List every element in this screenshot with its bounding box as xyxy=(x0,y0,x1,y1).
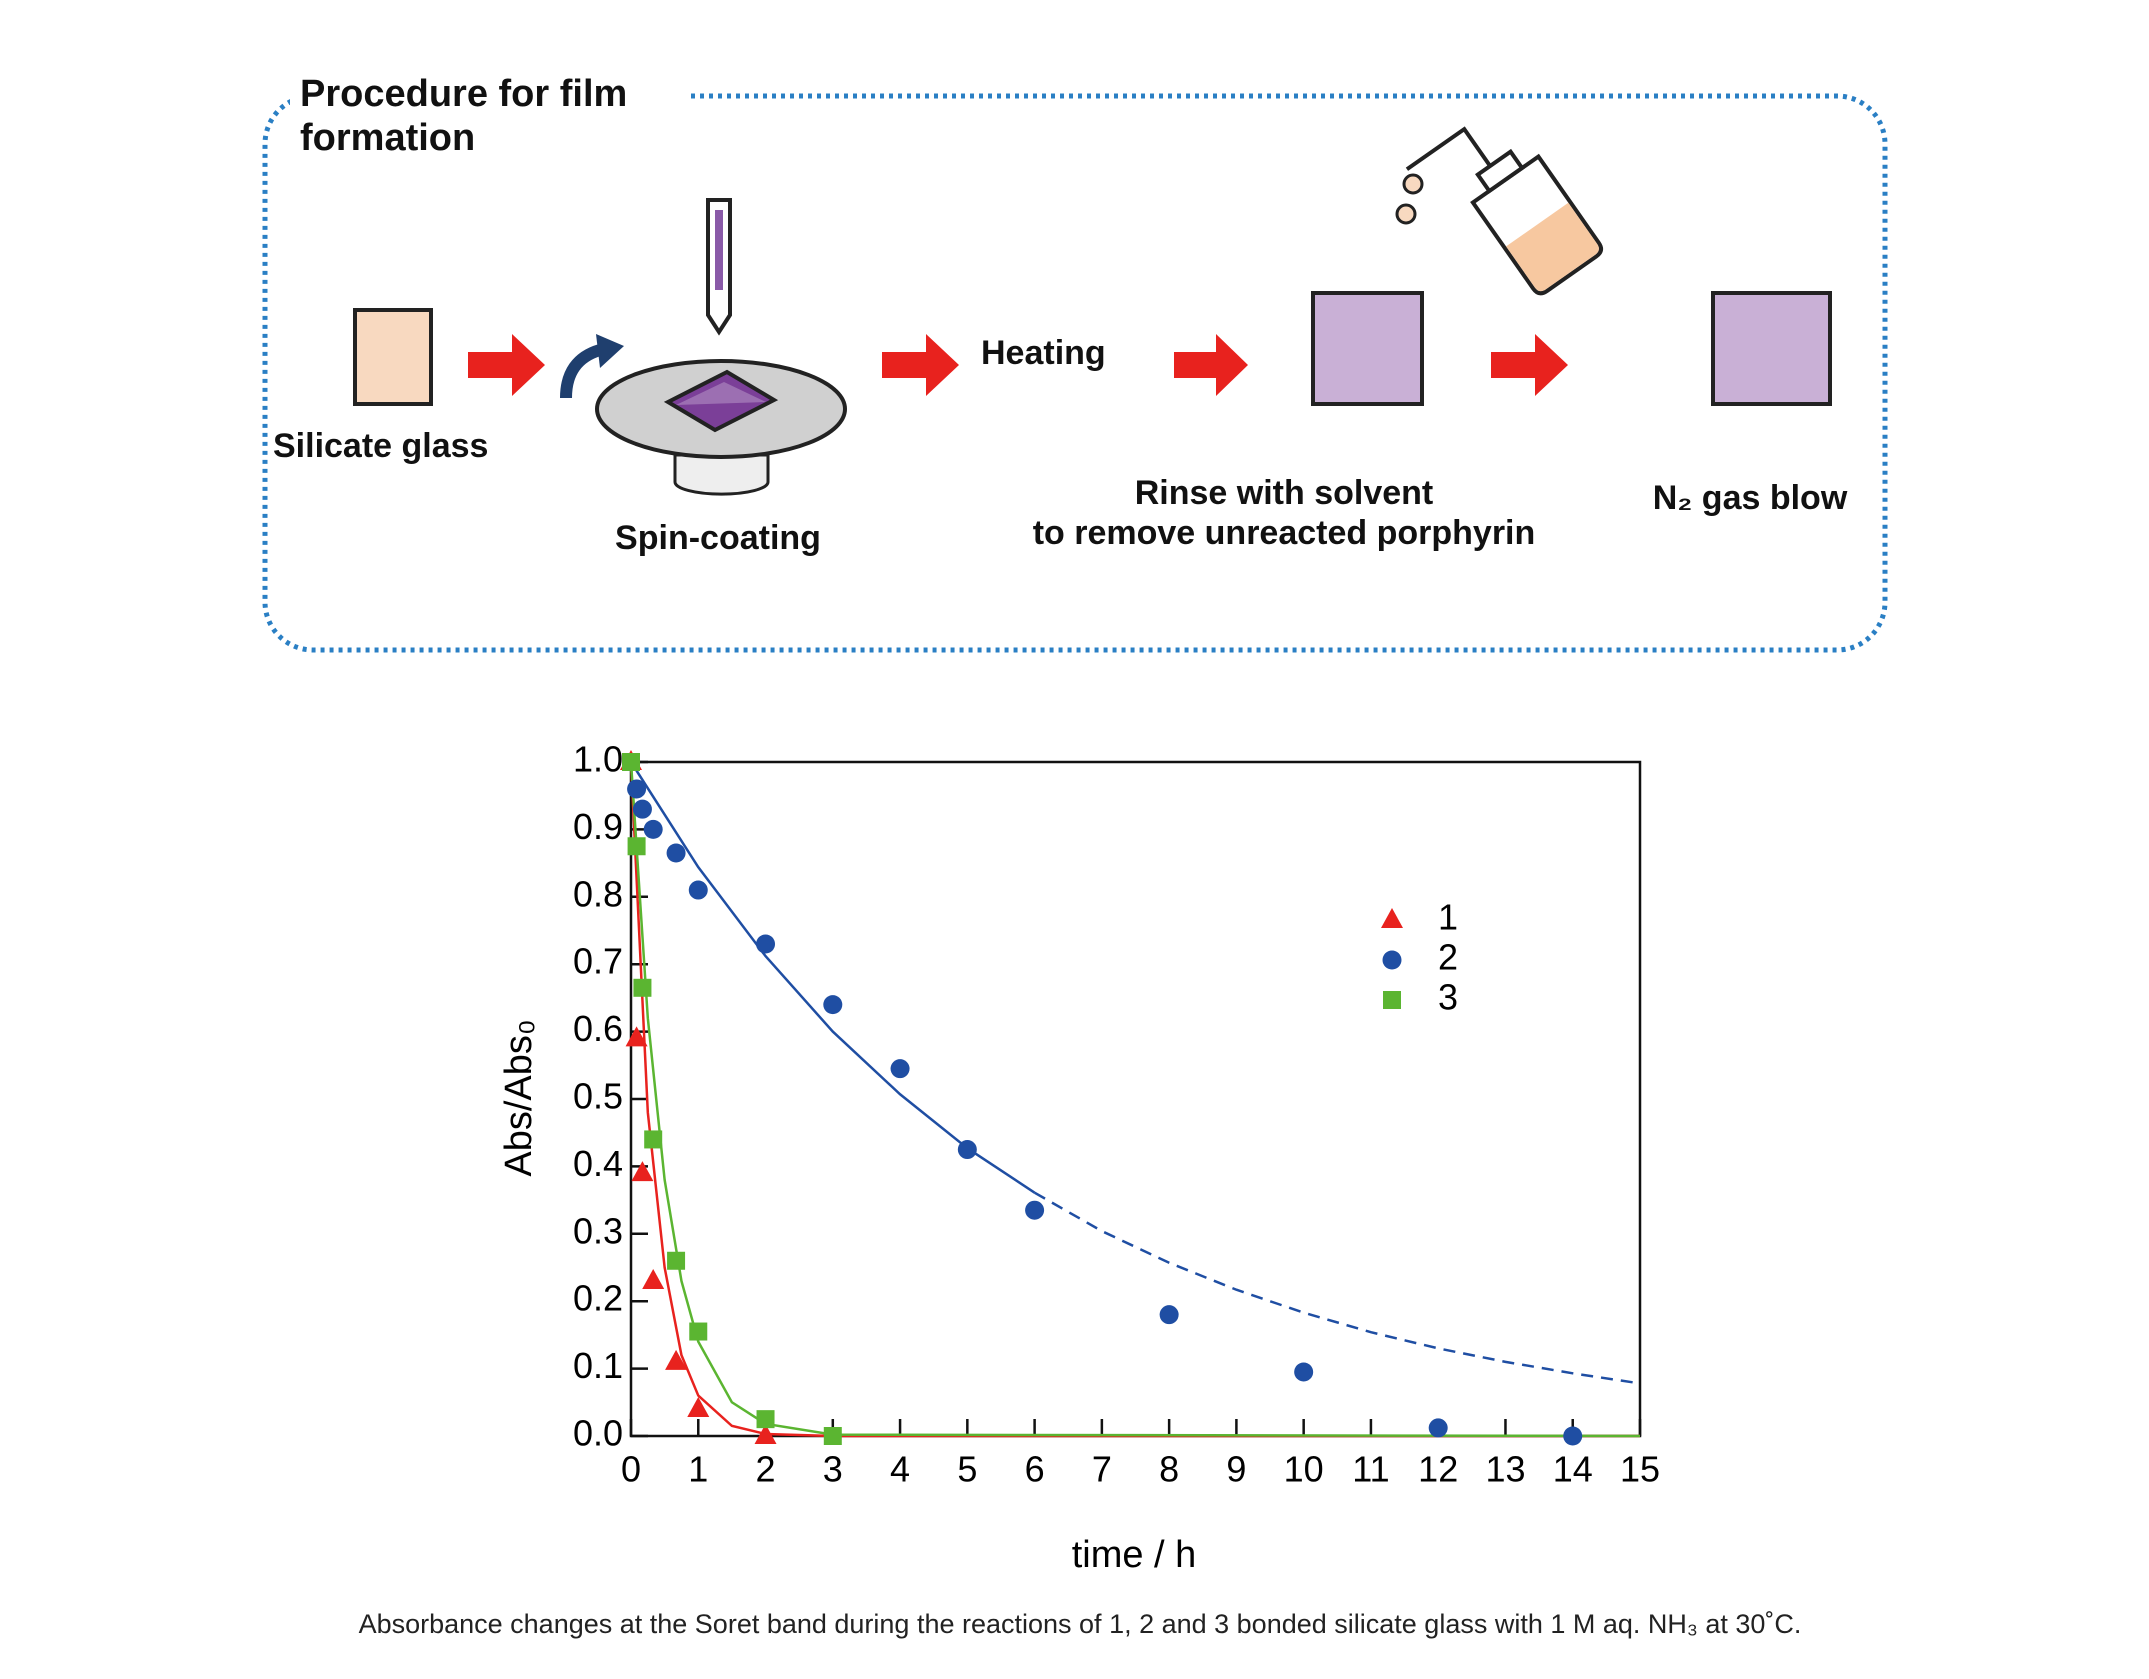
step-label: N₂ gas blow xyxy=(1653,479,1848,517)
coated-glass xyxy=(1311,291,1424,406)
marker xyxy=(823,1427,842,1445)
marker xyxy=(756,934,776,954)
marker xyxy=(622,753,640,771)
y-tick-label: 0.2 xyxy=(573,1278,623,1319)
marker xyxy=(625,1026,648,1047)
x-tick-label: 3 xyxy=(823,1449,843,1490)
x-tick-label: 5 xyxy=(957,1449,977,1490)
marker xyxy=(665,1349,688,1370)
chart: 0 1 2 3 4 5 6 7 8 9 10 11 12 13 14 150.00.10.20.30.40.5… xyxy=(573,739,1660,1490)
y-tick-label: 1.0 xyxy=(573,739,623,780)
marker xyxy=(957,1140,977,1160)
marker xyxy=(687,1397,710,1418)
legend-marker xyxy=(1381,908,1403,928)
x-tick-label: 1 xyxy=(688,1449,708,1490)
wash-bottle xyxy=(1405,126,1603,296)
y-tick-label: 0.1 xyxy=(573,1345,623,1386)
marker xyxy=(1159,1305,1179,1325)
film-shine xyxy=(676,382,766,405)
marker xyxy=(627,837,646,856)
y-tick-label: 0.0 xyxy=(573,1413,623,1454)
step-label: Rinse with solvent xyxy=(1135,474,1434,512)
coated-glass xyxy=(1711,291,1832,406)
marker xyxy=(632,799,652,819)
y-tick-label: 0.4 xyxy=(573,1143,623,1184)
step-label: Spin-coating xyxy=(615,519,821,557)
x-axis-label: time / h xyxy=(1072,1534,1197,1576)
marker xyxy=(644,1130,663,1149)
legend-label: 2 xyxy=(1438,937,1458,978)
step-label: Heating xyxy=(981,334,1106,372)
y-tick-label: 0.9 xyxy=(573,806,623,847)
droplet xyxy=(1402,173,1424,195)
x-tick-label: 7 xyxy=(1092,1449,1112,1490)
y-tick-label: 0.5 xyxy=(573,1076,623,1117)
step-label: to remove unreacted porphyrin xyxy=(1033,514,1536,552)
marker xyxy=(689,1322,708,1341)
film xyxy=(663,369,779,433)
arrows xyxy=(468,334,1568,396)
marker xyxy=(754,1424,777,1444)
fit-line xyxy=(1033,1191,1641,1385)
diagram-title: Procedure for film formation xyxy=(290,72,690,160)
marker xyxy=(666,843,686,863)
marker xyxy=(631,1161,654,1182)
marker xyxy=(1025,1200,1045,1220)
marker xyxy=(1428,1418,1448,1438)
step-label: Silicate glass xyxy=(273,427,488,465)
x-tick-label: 11 xyxy=(1352,1449,1389,1490)
frame xyxy=(262,93,1888,653)
marker xyxy=(823,995,843,1015)
y-axis-label: Abs/Abs₀ xyxy=(498,1019,540,1176)
x-tick-label: 0 xyxy=(621,1449,641,1490)
y-tick-label: 0.8 xyxy=(573,873,623,914)
marker xyxy=(627,779,647,799)
marker xyxy=(890,1059,910,1079)
y-tick-label: 0.3 xyxy=(573,1210,623,1251)
droplet xyxy=(1395,203,1417,225)
pipette-liquid xyxy=(715,210,723,290)
marker xyxy=(756,1410,775,1429)
x-tick-label: 12 xyxy=(1418,1449,1458,1490)
rotate-arrow xyxy=(560,344,602,399)
legend-marker xyxy=(1382,950,1402,970)
rotate-arrowhead xyxy=(596,334,624,368)
x-tick-label: 8 xyxy=(1159,1449,1179,1490)
x-tick-label: 9 xyxy=(1226,1449,1246,1490)
marker xyxy=(643,819,663,839)
x-tick-label: 10 xyxy=(1284,1449,1324,1490)
marker xyxy=(1563,1426,1583,1446)
legend-label: 3 xyxy=(1438,977,1458,1018)
x-tick-label: 2 xyxy=(756,1449,776,1490)
marker xyxy=(642,1268,665,1289)
glass xyxy=(353,308,433,406)
x-tick-label: 13 xyxy=(1485,1449,1525,1490)
plot-frame xyxy=(629,760,1642,1438)
marker xyxy=(1294,1362,1314,1382)
marker xyxy=(667,1251,686,1270)
x-tick-label: 4 xyxy=(890,1449,910,1490)
legend-label: 1 xyxy=(1438,897,1458,938)
legend-marker xyxy=(1383,991,1401,1009)
fit-line xyxy=(629,761,1036,1194)
spin-base xyxy=(673,453,770,496)
x-tick-label: 6 xyxy=(1025,1449,1045,1490)
caption: Absorbance changes at the Soret band dur… xyxy=(359,1609,1802,1639)
y-tick-label: 0.7 xyxy=(573,941,623,982)
x-tick-label: 15 xyxy=(1620,1449,1660,1490)
fit-line xyxy=(629,761,1640,1438)
marker xyxy=(633,978,652,997)
x-tick-label: 14 xyxy=(1553,1449,1593,1490)
fit-line xyxy=(629,761,1641,1438)
marker xyxy=(688,880,708,900)
y-tick-label: 0.6 xyxy=(573,1008,623,1049)
